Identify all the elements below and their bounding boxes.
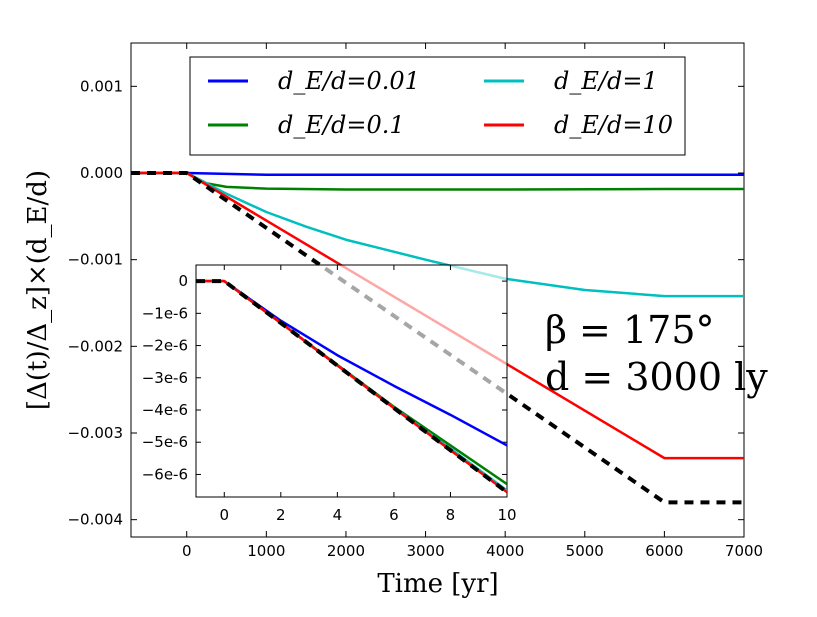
- inset-y-tick-label: −2e-6: [142, 337, 188, 355]
- main-y-tick-label: −0.002: [67, 337, 123, 355]
- inset-x-tick-label: 8: [446, 506, 456, 524]
- main-x-tick-label: 4000: [486, 542, 524, 560]
- inset-y-tick-label: −1e-6: [142, 304, 188, 322]
- inset-y-tick-label: −5e-6: [142, 433, 188, 451]
- main-y-tick-label: 0.000: [80, 164, 123, 182]
- inset-x-tick-label: 4: [333, 506, 343, 524]
- inset-ticks: 0 2 4 6 8 10 0 −1e-6 −2e-6 −3e-6 −4e-6 −5e-6 −6e-6: [142, 265, 517, 524]
- main-series-line-1: [131, 171, 744, 298]
- main-x-tick-label: 1000: [247, 542, 285, 560]
- y-axis-label: [Δ(t)/Δ_z]×(d_E/d): [23, 170, 53, 410]
- main-x-tick-label: 3000: [406, 542, 444, 560]
- inset-y-tick-label: −6e-6: [142, 465, 188, 483]
- main-x-tick-label: 0: [182, 542, 192, 560]
- legend: d_E/d=0.01 d_E/d=0.1 d_E/d=1 d_E/d=10: [189, 56, 686, 156]
- inset-x-tick-label: 2: [276, 506, 286, 524]
- main-y-tick-label: 0.001: [80, 77, 123, 95]
- annotation-beta: β = 175°: [545, 308, 715, 352]
- inset-series-group: [196, 279, 507, 494]
- main-series-group: [131, 171, 744, 505]
- inset-series-line-reference: [196, 279, 507, 494]
- main-ticks: 0 1000 2000 3000 4000 5000 6000 70000.0010.000−…: [67, 43, 763, 560]
- main-y-tick-label: −0.001: [67, 251, 123, 269]
- legend-label-10: d_E/d=10: [554, 111, 673, 139]
- legend-box: [189, 56, 686, 156]
- inset-y-tick-label: −4e-6: [142, 401, 188, 419]
- inset-axes: [195, 264, 508, 498]
- legend-label-1: d_E/d=1: [554, 67, 658, 95]
- main-y-tick-label: −0.004: [67, 511, 123, 529]
- main-x-tick-label: 6000: [645, 542, 683, 560]
- main-x-tick-label: 5000: [566, 542, 604, 560]
- inset-y-tick-label: −3e-6: [142, 369, 188, 387]
- annotation-distance: d = 3000 ly: [545, 355, 768, 399]
- inset-x-tick-label: 10: [497, 506, 516, 524]
- inset-x-tick-label: 6: [389, 506, 399, 524]
- main-y-tick-label: −0.003: [67, 424, 123, 442]
- legend-label-0.1: d_E/d=0.1: [278, 111, 405, 139]
- inset-x-tick-label: 0: [219, 506, 229, 524]
- main-x-tick-label: 7000: [725, 542, 763, 560]
- inset-y-tick-label: 0: [178, 272, 188, 290]
- legend-label-0.01: d_E/d=0.01: [278, 67, 420, 95]
- main-series-line-reference: [131, 171, 744, 505]
- x-axis-label: Time [yr]: [377, 569, 498, 599]
- main-x-tick-label: 2000: [327, 542, 365, 560]
